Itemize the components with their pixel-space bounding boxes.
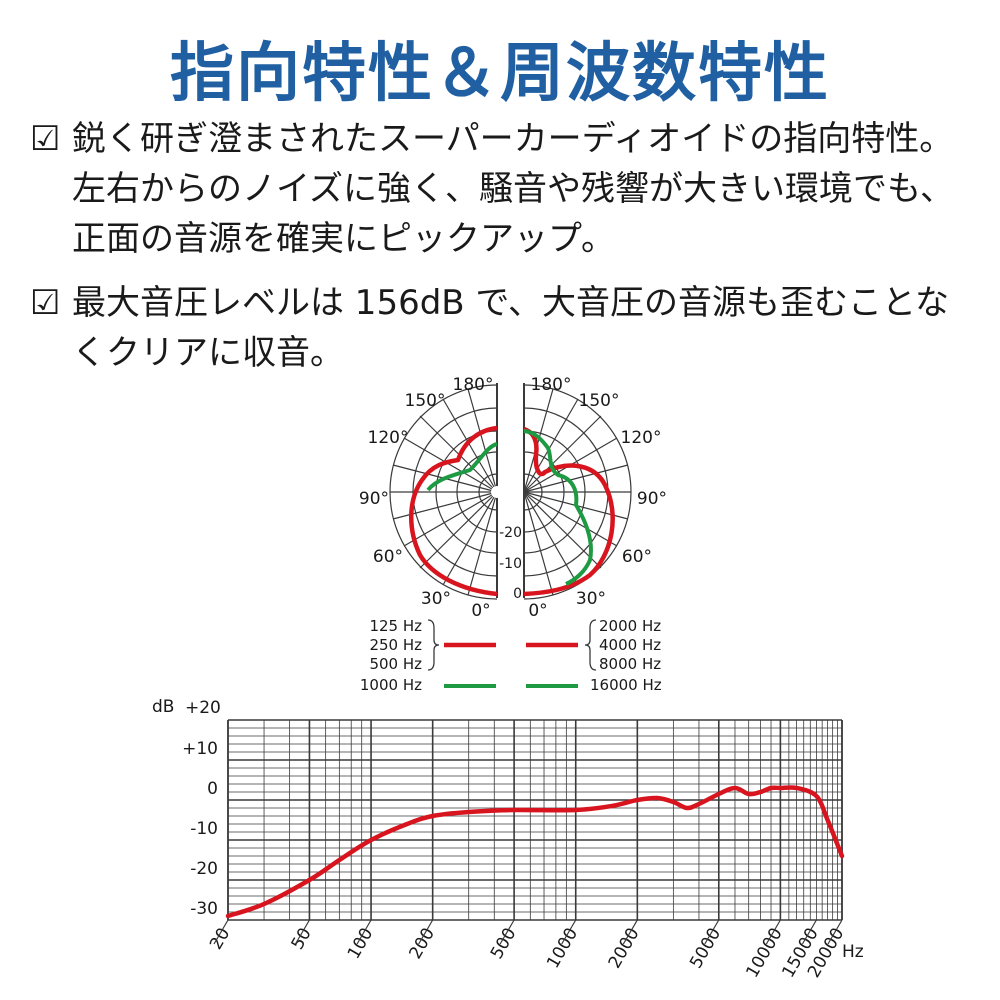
legend-label: 4000 Hz xyxy=(599,636,661,654)
polar-angle-label: 150° xyxy=(405,391,446,411)
y-tick-label: 0 xyxy=(207,779,218,799)
polar-angle-label: 120° xyxy=(368,428,409,448)
polar-ring-label: 0 xyxy=(513,586,522,602)
x-tick-label: 50 xyxy=(288,925,316,954)
y-tick-label: +10 xyxy=(182,739,218,759)
x-tick-mark xyxy=(827,919,843,945)
x-tick-mark xyxy=(499,919,515,945)
polar-legend: 125 Hz 250 Hz 500 Hz 1000 Hz 2000 Hz 400… xyxy=(360,617,662,694)
legend-label: 8000 Hz xyxy=(599,655,661,673)
feature-item: ☑ 鋭く研ぎ澄まされたスーパーカーディオイドの指向特性。左右からのノイズに強く、… xyxy=(30,114,970,264)
y-axis-labels: +20 +10 0 -10 -20 -30 xyxy=(182,698,221,919)
x-tick-label: 2000 xyxy=(605,925,644,972)
polar-ring-label: -10 xyxy=(499,556,522,572)
x-tick-mark xyxy=(356,919,372,945)
x-tick-label: 200 xyxy=(405,925,439,963)
x-tick-label: 100 xyxy=(344,925,378,963)
x-axis-title: Hz xyxy=(842,942,864,962)
y-tick-label: +20 xyxy=(185,698,221,718)
polar-angle-label: 180° xyxy=(453,375,494,395)
check-box-icon: ☑ xyxy=(30,283,61,323)
feature-text: 鋭く研ぎ澄まされたスーパーカーディオイドの指向特性。左右からのノイズに強く、騒音… xyxy=(72,119,954,259)
x-tick-label: 20 xyxy=(206,925,234,954)
x-tick-mark xyxy=(622,919,638,945)
polar-angle-label: 60° xyxy=(373,547,403,567)
legend-label: 125 Hz xyxy=(369,617,422,635)
legend-label: 2000 Hz xyxy=(599,617,661,635)
legend-label: 500 Hz xyxy=(369,655,422,673)
polar-angle-label: 30° xyxy=(576,589,606,609)
legend-brace-left xyxy=(427,619,440,671)
legend-label: 1000 Hz xyxy=(360,676,422,694)
polar-curve-green-left xyxy=(426,442,498,492)
x-tick-mark xyxy=(765,919,781,945)
x-tick-mark xyxy=(418,919,434,945)
x-tick-mark xyxy=(704,919,720,945)
x-tick-mark xyxy=(294,919,310,945)
polar-angle-label: 90° xyxy=(637,489,667,509)
polar-angle-label: 180° xyxy=(531,375,572,395)
polar-angle-label: 90° xyxy=(359,489,389,509)
frequency-response-line xyxy=(225,785,845,919)
polar-angle-label: 120° xyxy=(621,428,662,448)
feature-list: ☑ 鋭く研ぎ澄まされたスーパーカーディオイドの指向特性。左右からのノイズに強く、… xyxy=(30,114,970,392)
y-axis-unit-label: dB xyxy=(152,697,174,717)
y-tick-label: -30 xyxy=(190,899,218,919)
page-title: 指向特性＆周波数特性 xyxy=(170,37,830,111)
x-tick-mark xyxy=(213,919,229,945)
legend-brace-right xyxy=(584,619,597,671)
polar-angle-label: 150° xyxy=(579,391,620,411)
polar-angle-label: 60° xyxy=(622,547,652,567)
x-tick-label: 500 xyxy=(487,925,521,963)
polar-angle-label: 0° xyxy=(471,601,490,621)
x-tick-mark xyxy=(561,919,577,945)
polar-center-hole-left xyxy=(491,486,503,498)
legend-label: 16000 Hz xyxy=(590,676,662,694)
y-tick-label: -20 xyxy=(190,859,218,879)
polar-ring-label: -20 xyxy=(499,525,522,541)
polar-curve-red-left xyxy=(409,425,498,597)
feature-item: ☑ 最大音圧レベルは 156dB で、大音圧の音源も歪むことなくクリアに収音。 xyxy=(30,278,970,378)
x-tick-label: 5000 xyxy=(686,925,725,972)
polar-angle-label: 0° xyxy=(528,601,547,621)
polar-curve-green-right xyxy=(523,429,593,586)
frequency-grid xyxy=(227,719,843,921)
legend-label: 250 Hz xyxy=(369,636,422,654)
check-box-icon: ☑ xyxy=(30,119,61,159)
x-tick-mark xyxy=(801,919,817,945)
feature-text: 最大音圧レベルは 156dB で、大音圧の音源も歪むことなくクリアに収音。 xyxy=(72,283,950,373)
y-tick-label: -10 xyxy=(190,819,218,839)
x-tick-label: 1000 xyxy=(543,925,582,972)
polar-angle-label: 30° xyxy=(421,589,451,609)
polar-curve-red-right xyxy=(523,426,615,597)
